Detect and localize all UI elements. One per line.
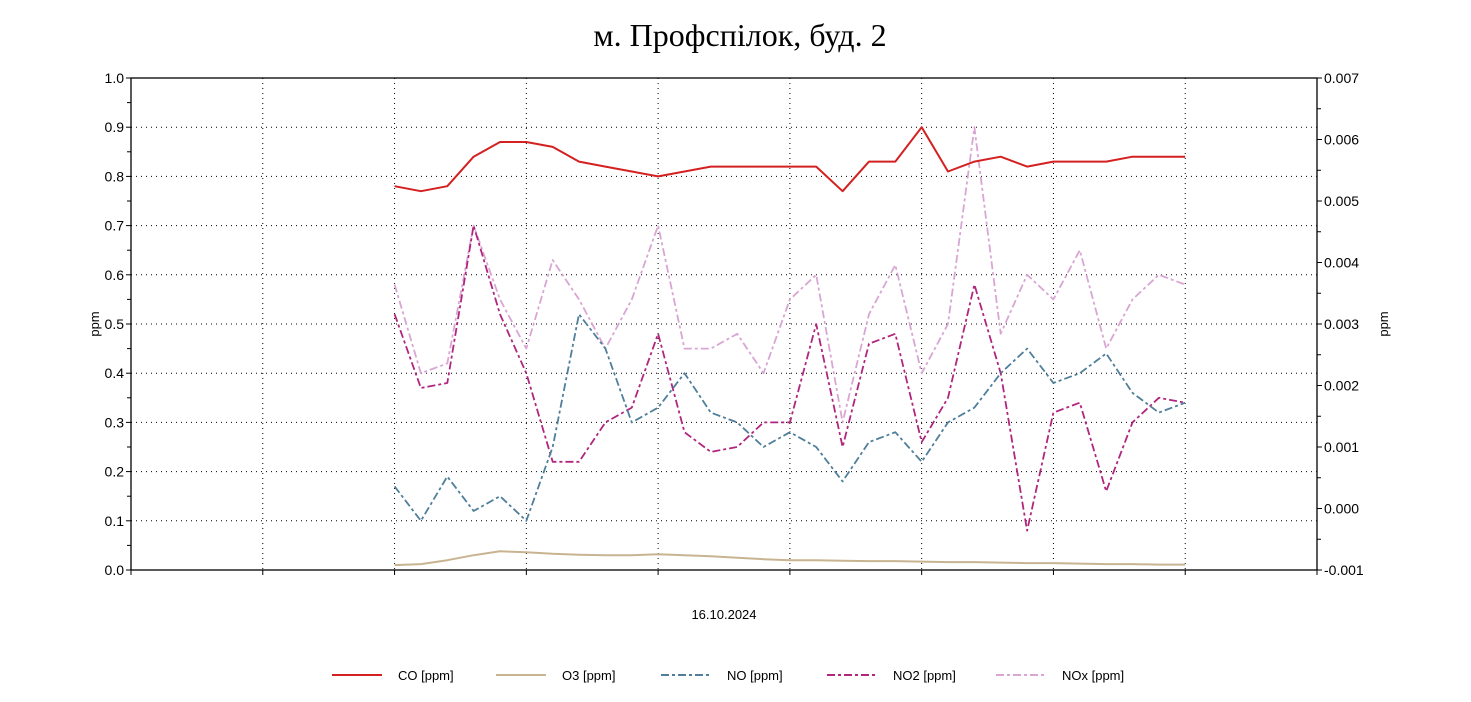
series-line-o3 xyxy=(394,550,1186,567)
y-tick-label-right: 0.003 xyxy=(1324,316,1359,332)
y-tick-label-left: 0.2 xyxy=(105,464,125,480)
series-line-no2 xyxy=(393,224,1186,532)
legend: CO [ppm] O3 [ppm] NO [ppm] NO2 [ppm] NOx [pp… xyxy=(332,668,1124,683)
y-tick-label-right: -0.001 xyxy=(1324,562,1364,578)
legend-label: NO2 [ppm] xyxy=(893,668,956,683)
y-tick-label-left: 0.9 xyxy=(105,119,125,135)
grid xyxy=(131,78,1317,570)
y-tick-label-left: 0.5 xyxy=(105,316,125,332)
series-line-nox xyxy=(393,126,1186,424)
y-axis-label-right: ppm xyxy=(1376,311,1391,336)
y-tick-label-left: 0.1 xyxy=(105,513,125,529)
series-line-co xyxy=(394,126,1186,193)
y-tick-label-left: 0.0 xyxy=(105,562,125,578)
legend-label: NOx [ppm] xyxy=(1062,668,1124,683)
x-axis-label: 16.10.2024 xyxy=(691,607,756,622)
series-line-no xyxy=(393,313,1186,522)
y-axis-label-left: ppm xyxy=(87,311,102,336)
y-tick-label-left: 0.7 xyxy=(105,218,125,234)
y-tick-label-left: 0.3 xyxy=(105,414,125,430)
y-tick-label-right: 0.004 xyxy=(1324,255,1359,271)
y-tick-label-left: 0.4 xyxy=(105,365,125,381)
legend-label: NO [ppm] xyxy=(727,668,783,683)
y-tick-label-right: 0.005 xyxy=(1324,193,1359,209)
y-tick-label-left: 1.0 xyxy=(105,70,125,86)
series-lines xyxy=(393,126,1186,567)
plot-frame xyxy=(130,77,1318,571)
legend-label: O3 [ppm] xyxy=(562,668,615,683)
y-tick-label-left: 0.8 xyxy=(105,168,125,184)
chart-title: м. Профспілок, буд. 2 xyxy=(593,17,886,53)
y-tick-label-right: 0.007 xyxy=(1324,70,1359,86)
y-tick-label-right: 0.000 xyxy=(1324,501,1359,517)
axes: 0.0 0.1 0.2 0.3 0.4 0.5 0.6 0.7 0.8 0.9 1.0 -0.001 0… xyxy=(105,70,1364,578)
y-tick-label-right: 0.006 xyxy=(1324,132,1359,148)
y-tick-label-left: 0.6 xyxy=(105,267,125,283)
legend-label: CO [ppm] xyxy=(398,668,454,683)
y-tick-label-right: 0.002 xyxy=(1324,378,1359,394)
y-tick-label-right: 0.001 xyxy=(1324,439,1359,455)
